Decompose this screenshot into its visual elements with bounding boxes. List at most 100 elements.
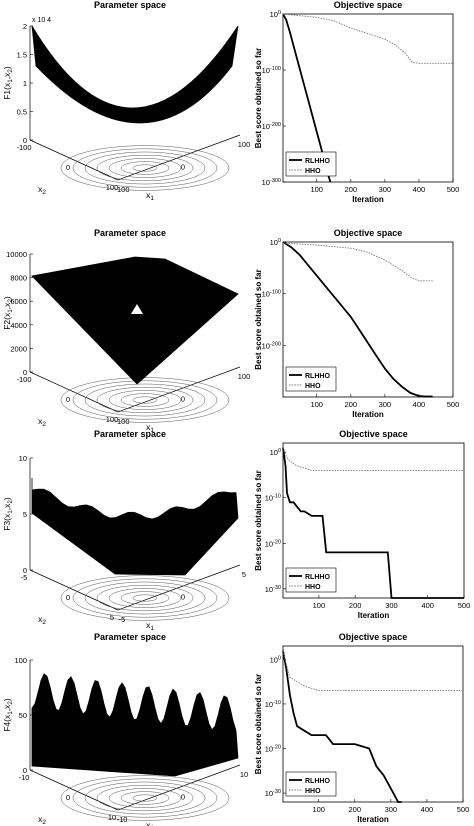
surface-title: Parameter space (94, 632, 166, 642)
x-floor-axis (117, 764, 241, 811)
floor-contour (120, 591, 170, 605)
objective-title: Objective space (334, 0, 403, 10)
x-tick-label: 100 (310, 185, 323, 194)
floor-contour (60, 575, 230, 621)
x-tick-label: 10 (240, 770, 248, 779)
y-tick-label: 100 (106, 415, 119, 424)
y-tick-label: 0 (66, 793, 70, 802)
z-axis-label: F4(x1,x2) (2, 698, 14, 732)
floor-contour (108, 390, 182, 410)
y-axis-label: Best score obtained so far (254, 674, 263, 774)
floor-contour (108, 158, 182, 178)
plot-area (282, 442, 465, 599)
z-multiplier: x 10 4 (32, 17, 51, 24)
x-tick-label: 300 (379, 400, 392, 409)
x-tick-label: 500 (447, 400, 460, 409)
y-tick-label: 100 (270, 655, 281, 664)
objective-panel-2: Objective space 100 200 300 400 500 100 10-100 1… (254, 228, 459, 419)
z-axis-label: F1(x1,x2) (2, 66, 14, 100)
z-tick-label: 2000 (10, 344, 27, 353)
floor-contour (108, 788, 182, 808)
surface-panel-1: Parameter space 0 0.5 1 1.5 2 x 10 4 F1(x1,x2) 1… (2, 0, 250, 202)
objective-title: Objective space (339, 632, 408, 642)
z-tick-label: 4000 (10, 321, 27, 330)
legend-box (285, 366, 337, 392)
x-axis-label: Iteration (352, 410, 384, 419)
legend-box (285, 151, 337, 177)
floor-contour (84, 151, 206, 185)
series-line-rlhho (282, 447, 464, 599)
z-tick-label: 2 (23, 22, 27, 31)
plot-area (282, 13, 454, 183)
y-tick-label: 10-100 (262, 66, 281, 75)
legend-label-hho: HHO (305, 584, 321, 591)
x-floor-axis (117, 134, 241, 181)
z-tick-label: 10 (19, 454, 27, 463)
surface-mesh (31, 256, 239, 385)
objective-title: Objective space (334, 228, 403, 238)
floor-contour (132, 594, 158, 602)
floor-contour (84, 383, 206, 417)
x-tick-label: 0 (181, 163, 185, 172)
floor-contour (108, 588, 182, 608)
legend-label-hho: HHO (305, 383, 321, 390)
z-tick-label: 50 (19, 711, 27, 720)
y-axis-label: Best score obtained so far (254, 269, 263, 369)
surface-mesh (31, 25, 239, 124)
y-axis-label: x2 (38, 184, 46, 196)
objective-panel-3: Objective space 100 200 300 400 500 100 10-10 10… (254, 429, 470, 620)
surface-panel-2: Parameter space0200040006000800010000F2(… (2, 228, 250, 434)
legend-label-hho: HHO (305, 168, 321, 175)
y-tick-label: 100 (270, 10, 281, 19)
x-axis-label: x1 (146, 190, 154, 202)
y-tick-label: 0 (66, 163, 70, 172)
surface-mesh (31, 478, 239, 576)
surface-highlight (131, 304, 143, 314)
floor-contour (120, 161, 170, 175)
floor-contour (84, 781, 206, 815)
floor-contour (72, 778, 218, 818)
x-axis-label: x1 (146, 620, 154, 632)
surface-mesh (31, 673, 239, 777)
y-tick-label: 10-300 (262, 178, 281, 187)
x-tick-label: 400 (413, 185, 426, 194)
y-tick-label: 10-20 (265, 539, 281, 548)
floor-contour (72, 578, 218, 618)
x-tick-label: 500 (457, 805, 470, 814)
y-tick-label: 0 (66, 593, 70, 602)
y-axis-label: Best score obtained so far (254, 470, 263, 570)
y-tick-label: 100 (270, 448, 281, 457)
floor-contour (60, 377, 230, 423)
x-tick-label: 100 (312, 805, 325, 814)
legend-label-rlhho: RLHHO (305, 373, 330, 380)
floor-contour (72, 380, 218, 420)
z-tick-label: 0.5 (17, 108, 27, 117)
y-tick-label: -10 (19, 773, 30, 782)
y-axis-label: x2 (38, 814, 46, 826)
z-tick-label: 10000 (6, 250, 27, 259)
series-line-hho (282, 447, 464, 471)
y-tick-label: -100 (16, 143, 31, 152)
plot-area (282, 241, 454, 398)
z-tick-label: 1.5 (17, 51, 27, 60)
series-line-rlhho (282, 241, 433, 398)
surface-title: Parameter space (94, 0, 166, 10)
y-axis-label: x2 (38, 614, 46, 626)
y-tick-label: 10-10 (265, 494, 281, 503)
x-axis-label: Iteration (357, 815, 389, 824)
z-tick-label: 8000 (10, 274, 27, 283)
y-tick-label: 100 (270, 238, 281, 247)
x-tick-label: 0 (181, 793, 185, 802)
x-tick-label: 200 (345, 185, 358, 194)
y-tick-label: 100 (106, 183, 119, 192)
floor-contour (120, 791, 170, 805)
legend-box (285, 771, 337, 797)
z-tick-label: 5 (23, 510, 27, 519)
z-axis-label: F2(x1,x2) (2, 296, 14, 330)
x-tick-label: 400 (413, 400, 426, 409)
x-tick-label: 200 (345, 400, 358, 409)
floor-contour (72, 148, 218, 188)
x-axis-label: Iteration (352, 195, 384, 204)
